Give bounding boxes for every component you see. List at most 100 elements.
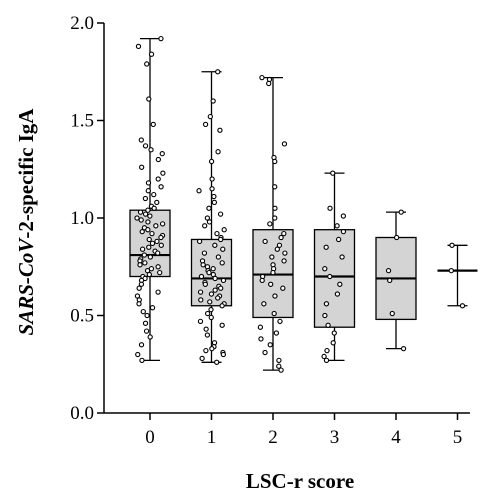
- data-point: [281, 230, 287, 237]
- x-tick-label: 2: [268, 427, 278, 448]
- data-point: [212, 275, 218, 282]
- data-point: [334, 223, 340, 229]
- data-point: [142, 195, 149, 202]
- data-point: [153, 223, 159, 229]
- data-point: [325, 322, 331, 328]
- data-point: [220, 351, 226, 358]
- data-point: [218, 236, 224, 243]
- data-point: [144, 312, 150, 319]
- data-point: [334, 291, 341, 297]
- data-point: [340, 213, 347, 219]
- data-point: [323, 301, 330, 307]
- data-point: [449, 242, 455, 248]
- data-point: [154, 199, 160, 206]
- data-point: [151, 205, 157, 211]
- data-point: [400, 345, 407, 352]
- data-point: [140, 308, 146, 315]
- data-point: [272, 293, 278, 299]
- data-point: [389, 310, 395, 317]
- data-point: [208, 314, 214, 321]
- data-point: [217, 211, 224, 217]
- y-axis: 0.0 0.5 1.0 1.5 2.0: [70, 13, 105, 424]
- data-point: [203, 326, 209, 332]
- data-point: [209, 186, 215, 192]
- data-point: [155, 250, 161, 256]
- data-point: [327, 205, 333, 211]
- data-point: [208, 291, 215, 297]
- data-point: [215, 149, 221, 155]
- data-point: [138, 281, 145, 287]
- data-point: [199, 355, 205, 362]
- data-point: [261, 301, 267, 307]
- data-point: [272, 184, 278, 190]
- data-point: [160, 170, 166, 176]
- data-point: [271, 310, 277, 317]
- data-point: [137, 209, 144, 215]
- data-point: [202, 281, 208, 287]
- data-point: [208, 158, 215, 165]
- data-point: [203, 347, 209, 354]
- data-point: [398, 209, 404, 215]
- x-axis: 0 1 2 3 4 5: [104, 412, 470, 448]
- y-axis-title-rest: -2-specific IgA: [14, 108, 38, 239]
- x-tick-label: 0: [145, 427, 155, 448]
- data-point: [258, 336, 264, 342]
- data-point: [150, 121, 156, 128]
- data-point: [211, 199, 218, 206]
- x-axis-title: LSC-r score: [246, 469, 354, 493]
- data-point: [145, 227, 151, 233]
- data-point: [145, 219, 151, 225]
- data-point: [221, 227, 227, 233]
- data-point: [157, 269, 163, 276]
- data-point: [209, 176, 215, 182]
- data-point: [268, 281, 274, 287]
- box: [313, 229, 356, 328]
- data-point: [149, 305, 156, 311]
- data-point: [201, 250, 208, 256]
- data-point: [218, 285, 224, 291]
- data-point: [146, 236, 152, 243]
- data-point: [159, 221, 166, 227]
- data-point: [147, 213, 153, 219]
- data-point: [330, 340, 336, 346]
- data-point: [207, 113, 213, 120]
- data-point: [323, 357, 330, 363]
- x-tick-label: 5: [453, 427, 463, 448]
- data-point: [277, 318, 283, 324]
- data-point: [139, 228, 145, 235]
- data-point: [214, 359, 220, 365]
- data-point: [198, 273, 205, 280]
- data-point: [262, 238, 268, 245]
- data-point: [215, 69, 221, 75]
- data-point: [137, 262, 143, 268]
- data-point: [214, 230, 220, 237]
- data-point: [272, 158, 278, 165]
- data-point: [202, 121, 209, 128]
- data-point: [196, 188, 202, 194]
- data-point: [210, 266, 216, 272]
- data-point: [219, 303, 225, 309]
- data-point: [147, 254, 154, 260]
- data-point: [134, 215, 140, 221]
- data-point: [138, 342, 145, 348]
- data-point: [136, 301, 142, 307]
- data-point: [270, 269, 276, 276]
- data-point: [138, 217, 144, 223]
- data-point: [142, 320, 149, 326]
- data-point: [206, 269, 212, 276]
- data-point: [387, 277, 393, 284]
- data-point: [272, 215, 278, 221]
- data-point: [158, 184, 164, 190]
- box-group-4: [375, 209, 417, 352]
- y-tick-label: 0.5: [70, 306, 94, 327]
- data-point: [135, 43, 142, 50]
- data-point: [267, 221, 273, 227]
- data-point: [159, 150, 165, 157]
- data-point: [155, 264, 161, 270]
- data-point: [257, 324, 264, 330]
- data-point: [204, 310, 211, 317]
- data-point: [278, 234, 284, 241]
- data-point: [139, 164, 145, 170]
- data-point: [266, 80, 272, 87]
